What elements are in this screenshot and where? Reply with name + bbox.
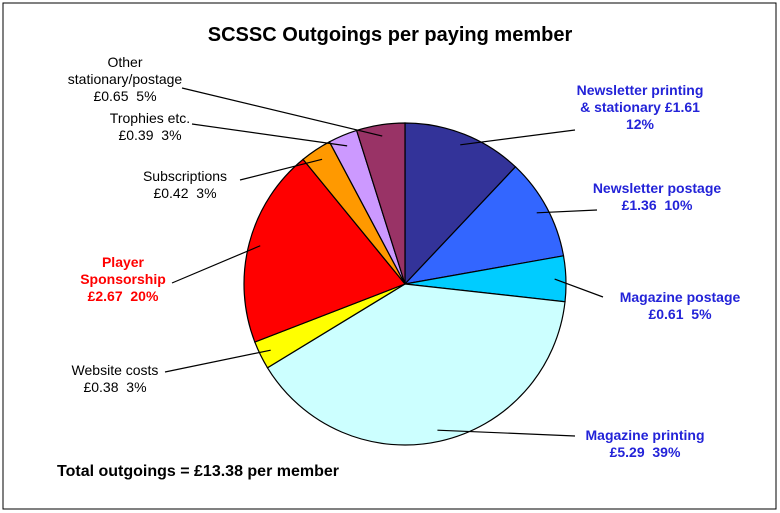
leader-line: [171, 245, 261, 284]
category-label: Magazine postage: [619, 289, 741, 305]
slice-label: Newsletter postage £1.36 10%: [592, 180, 722, 214]
slice-label: Magazine printing £5.29 39%: [570, 427, 720, 461]
value-label: £1.36 10%: [621, 197, 693, 213]
slice-label: Subscriptions £0.42 3%: [130, 168, 240, 202]
leader-line: [239, 158, 323, 181]
chart-title: SCSSC Outgoings per paying member: [207, 24, 573, 46]
category-label: Trophies etc.: [109, 110, 191, 126]
slice-label: Other stationary/postage £0.65 5%: [60, 54, 190, 105]
value-label: £5.29 39%: [609, 444, 681, 460]
pie-slice: [243, 158, 406, 343]
leader-line: [191, 123, 348, 147]
value-label: £0.39 3%: [118, 127, 182, 143]
leader-line: [460, 129, 576, 146]
leader-line: [181, 87, 383, 137]
value-label: £0.42 3%: [153, 185, 217, 201]
value-label: £0.61 5%: [648, 306, 712, 322]
leader-line: [164, 349, 271, 373]
category-label: Player Sponsorship: [80, 254, 166, 287]
leader-line: [437, 429, 576, 437]
category-label: Subscriptions: [142, 168, 228, 184]
value-label: £0.65 5%: [93, 88, 157, 104]
pie-slice: [404, 122, 517, 286]
category-label: Magazine printing: [585, 427, 705, 443]
category-label: Website costs: [71, 362, 159, 378]
leader-line: [536, 209, 598, 214]
slice-label: Website costs £0.38 3%: [60, 362, 170, 396]
annotation: Total outgoings = £13.38 per member: [57, 463, 339, 480]
slice-label: Trophies etc. £0.39 3%: [95, 110, 205, 144]
category-label: Other stationary/postage: [67, 54, 183, 87]
value-label: £1.61 12%: [625, 99, 708, 132]
slice-label: Newsletter printing & stationary £1.61 1…: [570, 82, 710, 133]
value-label: £0.38 3%: [83, 379, 147, 395]
pie-slice: [266, 283, 566, 446]
category-label: Newsletter postage: [592, 180, 722, 196]
slice-label: Magazine postage £0.61 5%: [605, 289, 755, 323]
slice-label: Player Sponsorship £2.67 20%: [68, 254, 178, 305]
pie-slice: [403, 166, 565, 285]
category-label: Newsletter printing & stationary: [576, 82, 704, 115]
value-label: £2.67 20%: [87, 288, 159, 304]
leader-line: [554, 278, 604, 298]
